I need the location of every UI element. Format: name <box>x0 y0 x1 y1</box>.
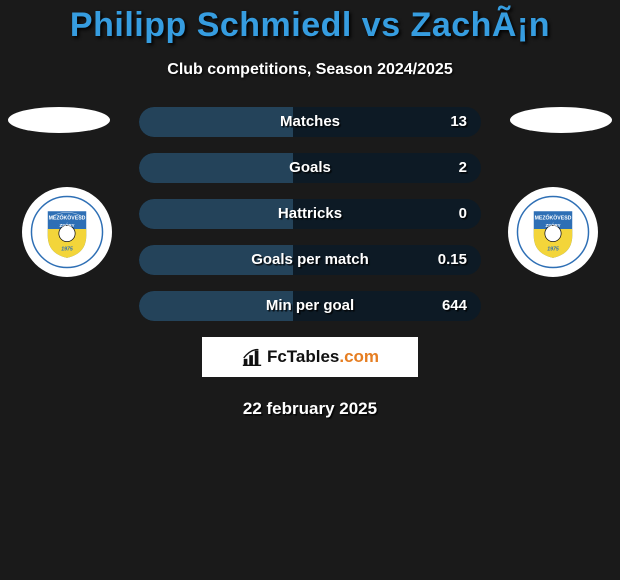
stat-label: Min per goal <box>139 291 481 321</box>
date-text: 22 february 2025 <box>0 399 620 419</box>
subtitle: Club competitions, Season 2024/2025 <box>0 61 620 79</box>
stat-row-gpm: Goals per match 0.15 <box>139 245 481 275</box>
stats-rows: Matches 13 Goals 2 Hattricks 0 Goals per… <box>139 107 481 321</box>
player-left-badge: MEZŐKÖVESD ZSÓRY 1975 <box>22 187 112 277</box>
stat-label: Hattricks <box>139 199 481 229</box>
stat-row-matches: Matches 13 <box>139 107 481 137</box>
svg-text:MEZŐKÖVESD: MEZŐKÖVESD <box>535 214 572 221</box>
brand-text: FcTables.com <box>267 347 379 367</box>
player-right-ellipse <box>510 107 612 133</box>
club-crest-icon: MEZŐKÖVESD ZSÓRY 1975 <box>30 195 104 269</box>
content-area: MEZŐKÖVESD ZSÓRY 1975 MEZŐKÖVESD ZSÓRY 1… <box>0 107 620 419</box>
stat-row-goals: Goals 2 <box>139 153 481 183</box>
stat-value: 0.15 <box>438 245 467 275</box>
stat-row-mpg: Min per goal 644 <box>139 291 481 321</box>
brand-suffix: Tables <box>287 347 340 366</box>
brand-box: FcTables.com <box>202 337 418 377</box>
stat-value: 2 <box>459 153 467 183</box>
stat-value: 0 <box>459 199 467 229</box>
stat-value: 13 <box>450 107 467 137</box>
stat-label: Goals <box>139 153 481 183</box>
bar-chart-icon <box>241 346 263 368</box>
stat-value: 644 <box>442 291 467 321</box>
player-left-ellipse <box>8 107 110 133</box>
svg-text:1975: 1975 <box>61 247 73 253</box>
stat-label: Matches <box>139 107 481 137</box>
club-crest-icon: MEZŐKÖVESD ZSÓRY 1975 <box>516 195 590 269</box>
svg-text:1975: 1975 <box>547 247 559 253</box>
brand-dot: .com <box>339 347 379 366</box>
svg-text:MEZŐKÖVESD: MEZŐKÖVESD <box>49 214 86 221</box>
page-title: Philipp Schmiedl vs ZachÃ¡n <box>0 0 620 45</box>
stat-row-hattricks: Hattricks 0 <box>139 199 481 229</box>
stat-label: Goals per match <box>139 245 481 275</box>
brand-prefix: Fc <box>267 347 287 366</box>
player-right-badge: MEZŐKÖVESD ZSÓRY 1975 <box>508 187 598 277</box>
comparison-card: Philipp Schmiedl vs ZachÃ¡n Club competi… <box>0 0 620 580</box>
